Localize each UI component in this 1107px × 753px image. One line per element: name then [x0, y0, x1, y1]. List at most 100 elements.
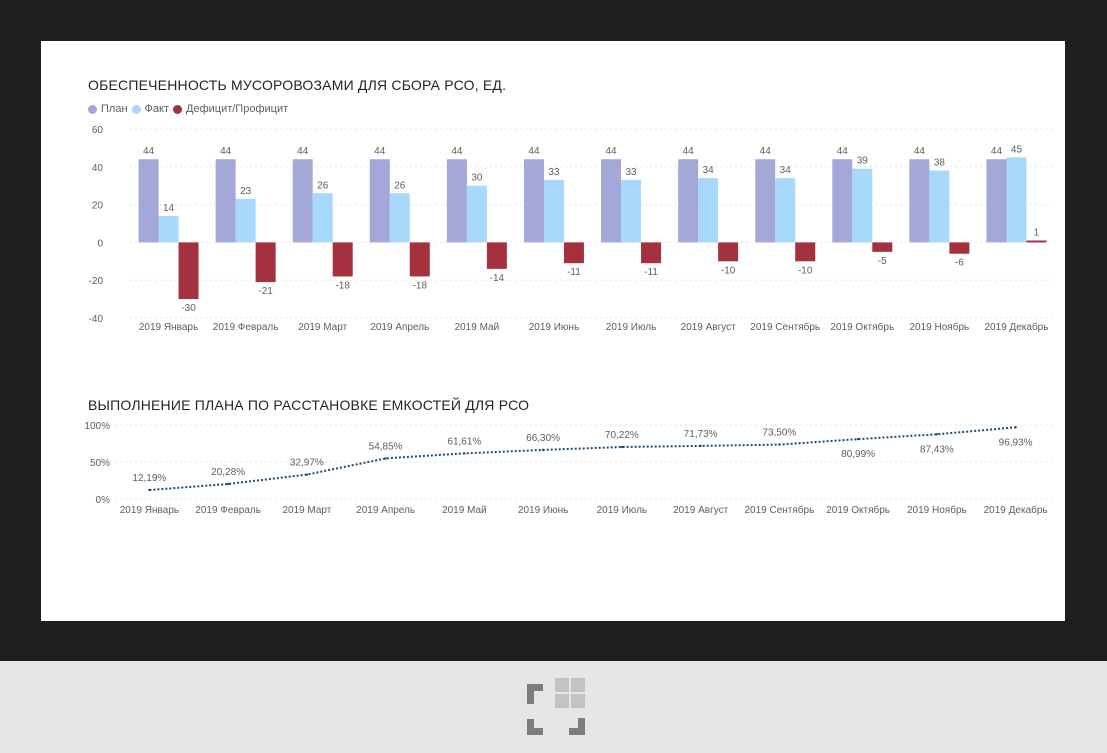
- y-tick-label: 20: [92, 201, 104, 212]
- legend-item-fact[interactable]: Факт: [131, 103, 169, 115]
- data-label-fact: 39: [857, 156, 869, 167]
- y-tick-label: -20: [89, 276, 104, 287]
- bar-fact: [1006, 157, 1027, 243]
- data-label: 80,99%: [841, 449, 875, 460]
- data-label-plan: 44: [374, 146, 386, 157]
- data-label-deficit: -10: [721, 265, 736, 276]
- x-tick-label: 2019 Сентябрь: [744, 504, 814, 516]
- bar-plan: [292, 159, 313, 243]
- data-label-plan: 44: [297, 146, 309, 157]
- data-point: [148, 488, 151, 492]
- data-point: [778, 443, 781, 446]
- bar-deficit: [255, 242, 276, 283]
- legend-label-deficit: Дефицит/Профицит: [186, 103, 289, 115]
- x-tick-label: 2019 Март: [298, 322, 347, 333]
- data-point: [1014, 426, 1017, 429]
- y-tick-label: 40: [92, 163, 104, 174]
- bar-fact: [852, 168, 873, 243]
- bar-fact: [389, 193, 410, 243]
- bar-plan: [986, 159, 1007, 243]
- data-point: [384, 457, 387, 460]
- bar-deficit: [1026, 240, 1047, 243]
- data-label-deficit: -6: [955, 258, 964, 269]
- bar-fact: [929, 170, 950, 243]
- bar-plan: [446, 159, 467, 243]
- x-tick-label: 2019 Февраль: [195, 505, 261, 516]
- data-label-fact: 34: [780, 165, 792, 176]
- x-tick-label: 2019 Май: [442, 505, 487, 516]
- legend-label-fact: Факт: [144, 103, 169, 115]
- x-tick-label: 2019 Сентябрь: [750, 321, 820, 333]
- data-label: 70,22%: [605, 430, 639, 441]
- y-tick-label: 60: [92, 125, 104, 136]
- bar-deficit: [563, 242, 584, 264]
- bar-deficit: [949, 242, 970, 254]
- data-label-fact: 26: [394, 180, 406, 191]
- data-point: [463, 452, 466, 455]
- data-label-deficit: -11: [567, 267, 581, 278]
- data-label: 12,19%: [132, 473, 166, 484]
- bar-plan: [369, 159, 390, 243]
- data-label-plan: 44: [837, 146, 849, 157]
- data-label: 87,43%: [920, 444, 954, 455]
- data-label-plan: 44: [451, 146, 463, 157]
- bar-fact: [698, 178, 719, 243]
- bar-deficit: [178, 242, 199, 300]
- y-tick-label: 100%: [84, 421, 110, 432]
- data-label: 54,85%: [369, 441, 403, 452]
- data-label-deficit: -11: [644, 267, 658, 278]
- bar-plan: [755, 159, 776, 243]
- x-tick-label: 2019 Октябрь: [826, 504, 890, 516]
- data-label-plan: 44: [220, 146, 232, 157]
- legend-label-plan: План: [101, 103, 128, 115]
- data-label: 66,30%: [526, 433, 560, 444]
- data-label-plan: 44: [683, 146, 695, 157]
- data-point: [226, 482, 230, 486]
- x-tick-label: 2019 Май: [455, 322, 500, 333]
- data-label-fact: 30: [471, 173, 483, 184]
- chart1-title: ОБЕСПЕЧЕННОСТЬ МУСОРОВОЗАМИ ДЛЯ СБОРА РС…: [88, 77, 507, 93]
- bar-plan: [523, 159, 544, 243]
- data-label-deficit: -10: [798, 265, 813, 276]
- data-point: [935, 433, 939, 436]
- data-label-fact: 34: [703, 165, 715, 176]
- data-label: 32,97%: [290, 458, 324, 469]
- data-label-plan: 44: [528, 146, 540, 157]
- bar-fact: [235, 198, 256, 243]
- data-label: 73,50%: [762, 428, 796, 439]
- bar-fact: [158, 215, 179, 243]
- data-label-deficit: -14: [490, 273, 505, 284]
- x-tick-label: 2019 Январь: [139, 322, 198, 333]
- y-tick-label: 50%: [90, 458, 110, 469]
- data-label-deficit: -5: [878, 256, 887, 267]
- data-label-fact: 14: [163, 203, 175, 214]
- data-label-fact: 33: [548, 167, 560, 178]
- bar-plan: [678, 159, 699, 243]
- data-point: [620, 445, 624, 449]
- data-point: [699, 444, 702, 448]
- data-label-deficit: -18: [413, 280, 428, 291]
- data-label: 71,73%: [684, 429, 718, 440]
- bar-deficit: [718, 242, 739, 262]
- legend-item-plan[interactable]: План: [88, 103, 128, 115]
- x-tick-label: 2019 Ноябрь: [907, 504, 967, 516]
- chart2-line-chart: 100% 50% 0% 12,19% 2019 Январь 20,28% 2019 Фев…: [84, 421, 1055, 516]
- bar-fact: [621, 180, 642, 243]
- x-tick-label: 2019 Август: [673, 505, 729, 516]
- data-point: [541, 448, 545, 452]
- footer-bar: [0, 661, 1107, 753]
- bar-fact: [312, 193, 333, 243]
- x-tick-label: 2019 Июль: [606, 322, 657, 333]
- bar-deficit: [409, 242, 430, 277]
- x-tick-label: 2019 Июнь: [529, 322, 579, 333]
- legend-item-deficit[interactable]: Дефицит/Профицит: [173, 103, 288, 115]
- y-tick-label: -40: [89, 314, 104, 325]
- x-tick-label: 2019 Июль: [597, 505, 648, 516]
- chart1-legend: План Факт Дефицит/Профицит: [88, 103, 288, 115]
- y-tick-label: 0: [97, 238, 103, 249]
- bar-fact: [466, 185, 487, 243]
- data-point: [856, 437, 860, 441]
- chart1-bar-chart: 60 40 20 0 -20 -40 44 14 -30 2019 Январь 44 23 -21 20…: [89, 125, 1055, 333]
- bar-plan: [215, 159, 236, 243]
- x-tick-label: 2019 Апрель: [370, 322, 429, 333]
